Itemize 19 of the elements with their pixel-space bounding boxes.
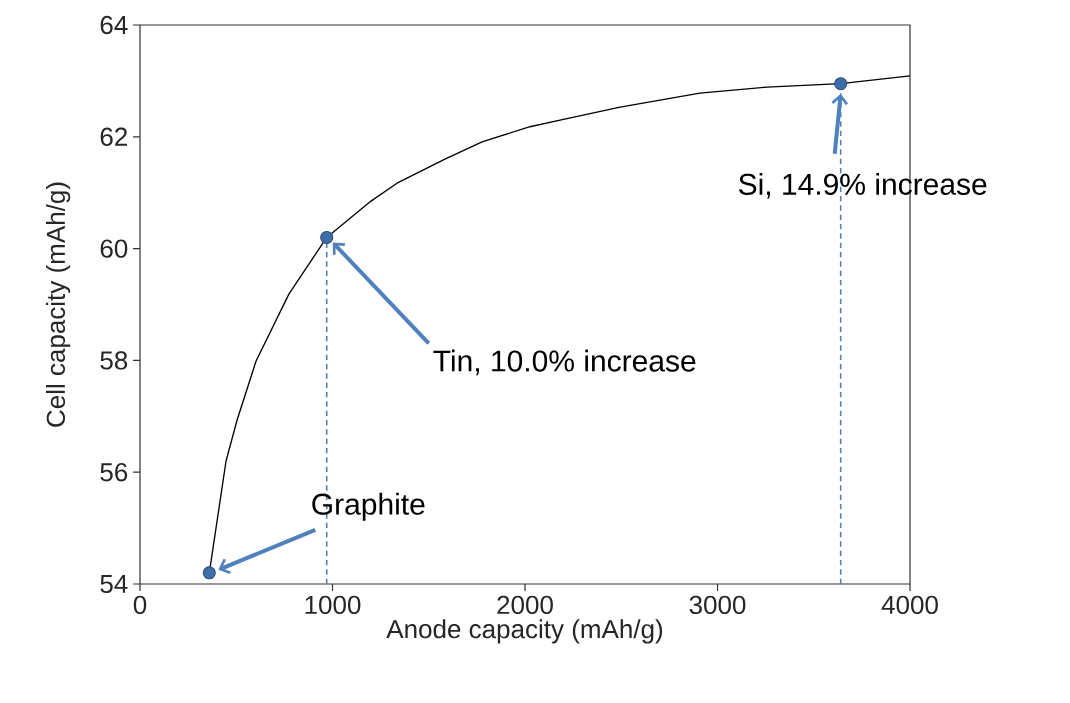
y-tick-label: 62 [100,127,127,146]
y-axis-title: Cell capacity (mAh/g) [45,182,71,427]
y-tick-label: 64 [100,15,128,35]
x-axis-title: Anode capacity (mAh/g) [386,619,663,644]
point [202,566,216,580]
y-tick-label: 56 [100,463,128,482]
y-tick-label: 60 [100,239,128,258]
x-tick-label: 3000 [689,595,746,615]
x-tick-label: 0 [133,595,147,615]
y-tick-label: 58 [100,351,128,370]
annotation: Si, 14.9% increase [739,172,987,199]
x-tick-label: 2000 [497,595,553,615]
point [834,77,848,91]
point [320,230,334,244]
annotation: Graphite [312,492,425,521]
x-tick-label: 4000 [881,595,938,615]
annotation: Tin, 10.0% increase [433,349,696,376]
x-tick-label: 1000 [305,595,361,615]
y-tick-label: 54 [100,574,128,594]
